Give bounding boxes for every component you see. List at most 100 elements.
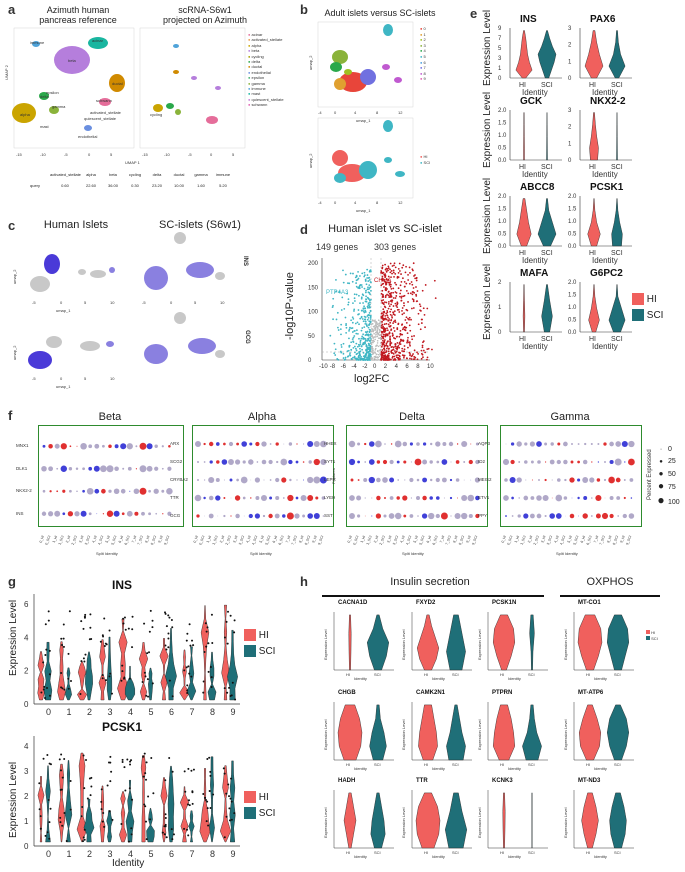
dot <box>597 461 600 463</box>
volcano-point <box>417 312 420 315</box>
dot <box>208 476 215 484</box>
dot <box>375 513 382 519</box>
jitter-point <box>103 617 106 620</box>
volcano-point <box>391 272 393 275</box>
volcano-point <box>362 302 364 304</box>
dot <box>269 443 272 445</box>
x-tick: SCI <box>611 250 623 257</box>
svg-text:12: 12 <box>398 200 403 205</box>
volcano-point <box>387 269 389 272</box>
panel-h-xlab: Identity <box>508 854 521 859</box>
dot <box>615 441 622 447</box>
volcano-point <box>390 319 393 321</box>
x-tick: SCI <box>452 850 459 855</box>
panel-f-xlab-2: Split Identity <box>250 551 272 556</box>
volcano-point <box>381 267 384 270</box>
jitter-point <box>223 772 226 775</box>
size-legend-item: · 0 <box>659 446 672 453</box>
jitter-point <box>184 790 187 793</box>
jitter-point <box>68 610 71 613</box>
volcano-point <box>399 284 402 287</box>
jitter-point <box>60 753 63 756</box>
jitter-point <box>63 812 66 815</box>
dot <box>255 496 260 500</box>
volcano-point <box>373 357 376 360</box>
volcano-point <box>403 304 406 307</box>
jitter-point <box>89 626 92 629</box>
jitter-point <box>131 646 134 649</box>
volcano-point <box>387 319 390 322</box>
x-tick: HI <box>589 250 596 257</box>
volcano-point <box>381 293 384 296</box>
jitter-point <box>90 637 93 640</box>
volcano-point <box>377 349 379 352</box>
jitter-point <box>40 691 43 694</box>
jitter-point <box>100 788 103 791</box>
volcano-point <box>397 357 400 360</box>
volcano-point <box>397 272 400 274</box>
x-tick: 7_HI <box>439 535 445 543</box>
dot <box>435 441 441 447</box>
volcano-point <box>374 319 376 321</box>
panel-a-table: activated_stellate alpha beta cycling de… <box>30 172 280 188</box>
volcano-point <box>370 339 373 342</box>
volcano-point <box>351 321 354 324</box>
x-tick: 1_SCI <box>366 535 373 546</box>
x-tick: 9_HI <box>157 535 163 543</box>
volcano-point <box>373 332 375 335</box>
volcano-point <box>401 307 404 309</box>
volcano-point <box>355 358 358 361</box>
volcano-point <box>373 336 375 339</box>
volcano-point <box>368 311 371 314</box>
volcano-point <box>381 277 384 280</box>
dot <box>300 494 307 502</box>
x-tick: 0_SCI <box>198 535 205 546</box>
dot <box>569 513 575 519</box>
volcano-point <box>407 279 410 281</box>
jitter-point <box>209 774 212 777</box>
volcano-point <box>358 337 360 340</box>
jitter-point <box>187 834 190 837</box>
dot <box>357 479 360 481</box>
dot <box>282 497 285 499</box>
volcano-point <box>405 308 408 311</box>
x-tick: 2_SCI <box>533 535 540 546</box>
legend-item-hi: HI <box>632 292 663 308</box>
umap-label-epsilon: epsilon <box>46 90 59 95</box>
jitter-point <box>121 670 124 673</box>
volcano-point <box>359 339 362 342</box>
volcano-point <box>388 318 391 320</box>
table-cell: 10.00 <box>173 183 184 188</box>
violin-sci <box>608 30 626 79</box>
jitter-point <box>131 628 134 631</box>
dot <box>563 459 568 465</box>
volcano-point <box>381 296 384 298</box>
dot <box>582 477 589 483</box>
dot <box>86 487 94 495</box>
x-tick: 7 <box>190 707 195 717</box>
volcano-point <box>381 349 384 351</box>
volcano-point <box>377 323 379 325</box>
dot <box>409 477 414 483</box>
volcano-point <box>365 358 368 361</box>
volcano-point <box>367 304 370 306</box>
volcano-point <box>381 323 384 326</box>
jitter-point <box>101 677 104 680</box>
volcano-point <box>333 352 336 355</box>
jitter-point <box>164 612 167 615</box>
y-tick: 1.5 <box>498 207 507 213</box>
dot <box>94 488 100 494</box>
volcano-point <box>408 343 411 345</box>
jitter-point <box>48 649 51 652</box>
jitter-point <box>61 687 64 690</box>
dot <box>530 496 535 500</box>
volcano-point <box>397 354 399 357</box>
dot <box>414 458 422 466</box>
panel-h-xlab: Identity <box>354 676 367 681</box>
dot <box>67 511 74 517</box>
violin-hi <box>98 639 107 701</box>
volcano-point <box>380 338 382 340</box>
volcano-point <box>340 346 343 348</box>
volcano-point <box>405 265 407 268</box>
